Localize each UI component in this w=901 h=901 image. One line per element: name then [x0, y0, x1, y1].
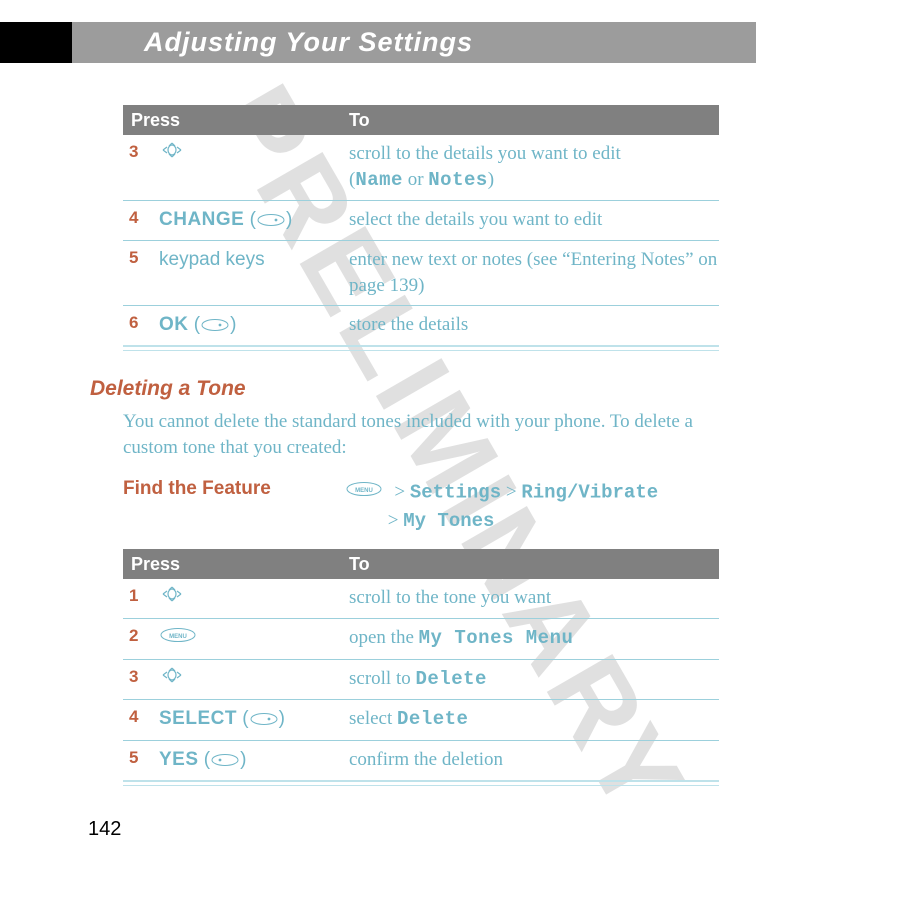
svg-text:MENU: MENU: [355, 488, 373, 494]
table-row: 6 OK () store the details: [123, 306, 719, 345]
step-desc: select the details you want to edit: [349, 207, 719, 233]
th-to: To: [349, 110, 370, 131]
nav-stick-icon: [159, 666, 349, 684]
section-heading-deleting-tone: Deleting a Tone: [90, 377, 719, 401]
step-number: 6: [129, 312, 159, 335]
menu-key-icon: MENU: [345, 478, 383, 507]
step-number: 4: [129, 706, 159, 729]
step-desc: confirm the deletion: [349, 747, 719, 773]
table-row: 5 keypad keys enter new text or notes (s…: [123, 241, 719, 305]
step-number: 4: [129, 207, 159, 230]
table-row: 4 CHANGE () select the details you want …: [123, 201, 719, 240]
page-header-title: Adjusting Your Settings: [144, 27, 473, 58]
nav-stick-icon: [159, 585, 349, 603]
nav-stick-icon: [159, 141, 349, 159]
find-the-feature: Find the Feature MENU > Settings > Ring/…: [123, 478, 719, 535]
page-header-bar: Adjusting Your Settings: [0, 22, 756, 63]
th-press: Press: [131, 110, 349, 131]
table-row: 5 YES () confirm the deletion: [123, 741, 719, 780]
section-paragraph: You cannot delete the standard tones inc…: [123, 409, 719, 462]
table-row: 1 scroll to the tone you want: [123, 579, 719, 618]
svg-text:MENU: MENU: [169, 634, 187, 640]
step-number: 5: [129, 247, 159, 270]
right-softkey-icon: [256, 213, 286, 227]
step-desc: scroll to the details you want to edit: [349, 143, 621, 164]
table-row: 3 scroll to the details you want to edit…: [123, 135, 719, 200]
table-row: 4 SELECT () select Delete: [123, 700, 719, 740]
th-to: To: [349, 554, 370, 575]
table2-header: Press To: [123, 549, 719, 579]
step-number: 5: [129, 747, 159, 770]
step-desc: enter new text or notes (see “Entering N…: [349, 247, 719, 298]
right-softkey-icon: [249, 712, 279, 726]
step-number: 1: [129, 585, 159, 608]
step-desc: scroll to the tone you want: [349, 585, 719, 611]
step-number: 3: [129, 666, 159, 689]
page-number: 142: [88, 818, 121, 841]
table-row: 3 scroll to Delete: [123, 660, 719, 700]
th-press: Press: [131, 554, 349, 575]
table1-header: Press To: [123, 105, 719, 135]
left-softkey-icon: [210, 753, 240, 767]
table-row: 2 MENU open the My Tones Menu: [123, 619, 719, 659]
step-desc: store the details: [349, 312, 719, 338]
menu-key-icon: MENU: [159, 625, 197, 651]
find-the-feature-label: Find the Feature: [123, 478, 345, 535]
step-number: 2: [129, 625, 159, 648]
right-softkey-icon: [200, 318, 230, 332]
step-number: 3: [129, 141, 159, 164]
